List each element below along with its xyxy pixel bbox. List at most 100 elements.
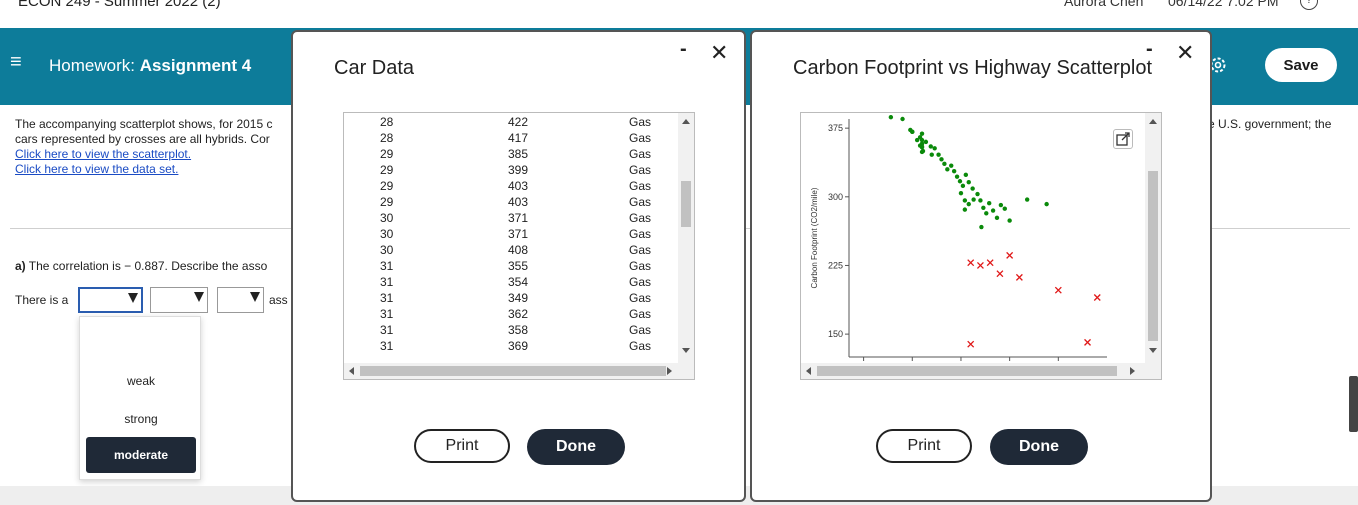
data-point [1007, 218, 1012, 223]
data-point [966, 201, 971, 207]
highway-cell: 31 [380, 307, 394, 321]
print-button[interactable]: Print [414, 429, 510, 463]
table-horizontal-scrollbar[interactable] [344, 363, 694, 379]
highway-cell: 29 [380, 195, 394, 209]
table-row: 29 385 Gas [344, 147, 674, 163]
scroll-down-icon[interactable] [1149, 348, 1157, 353]
data-point [963, 172, 969, 178]
footprint-cell: 403 [508, 179, 529, 193]
highway-cell: 31 [380, 339, 394, 353]
data-point-cross [986, 259, 994, 267]
fuel-cell: Gas [629, 259, 652, 273]
fuel-cell: Gas [629, 115, 652, 129]
strength-options-menu: weak strong moderate [79, 316, 201, 480]
close-button[interactable]: ✕ [710, 40, 729, 65]
data-point-cross [976, 262, 984, 269]
table-row: 31 362 Gas [344, 307, 674, 323]
x-tick-label: 45 [1053, 362, 1063, 363]
scroll-up-icon[interactable] [682, 119, 690, 124]
data-point [986, 201, 992, 206]
table-vertical-scrollbar[interactable] [678, 113, 694, 379]
fuel-cell: Gas [629, 179, 652, 193]
car-data-title: Car Data [334, 57, 415, 79]
highway-cell: 30 [380, 227, 394, 241]
scatterplot-pane[interactable]: 1502253003752530354045HighwayCarbon Foot… [800, 112, 1162, 380]
scroll-thumb[interactable] [1148, 171, 1158, 341]
user-name[interactable]: Aurora Chen [1064, 0, 1144, 9]
scroll-left-icon[interactable] [806, 367, 811, 375]
option-weak[interactable]: weak [126, 374, 155, 388]
data-point [951, 168, 957, 174]
done-button[interactable]: Done [990, 429, 1088, 465]
open-external-icon[interactable] [1113, 129, 1133, 149]
data-point [978, 198, 983, 203]
data-point [908, 127, 913, 133]
done-button[interactable]: Done [527, 429, 625, 465]
minimize-button[interactable]: - [680, 38, 687, 60]
view-scatterplot-link[interactable]: Click here to view the scatterplot. [15, 147, 192, 161]
dropdown-arrow-icon [250, 292, 260, 302]
footprint-cell: 371 [508, 211, 529, 225]
help-icon[interactable]: ? [1300, 0, 1318, 10]
part-a-text: The correlation is − 0.887. Describe the… [28, 259, 268, 273]
table-row: 30 371 Gas [344, 227, 674, 243]
scroll-down-icon[interactable] [682, 348, 690, 353]
menu-icon[interactable]: ≡ [10, 51, 22, 73]
print-button[interactable]: Print [876, 429, 972, 463]
data-point [939, 157, 944, 162]
direction-dropdown[interactable] [150, 287, 208, 313]
fuel-cell: Gas [629, 243, 652, 257]
question-text-right: e U.S. government; the [1208, 117, 1332, 131]
scroll-right-icon[interactable] [1130, 367, 1135, 375]
scroll-thumb[interactable] [681, 181, 691, 227]
close-button[interactable]: ✕ [1176, 40, 1195, 65]
scroll-up-icon[interactable] [1149, 119, 1157, 124]
highway-cell: 31 [380, 259, 394, 273]
question-line-1: The accompanying scatterplot shows, for … [15, 117, 273, 131]
data-point [990, 208, 996, 213]
fuel-cell: Gas [629, 131, 652, 145]
data-point [920, 148, 926, 154]
y-tick-label: 300 [828, 192, 843, 202]
scroll-thumb[interactable] [817, 366, 1117, 376]
gear-icon[interactable] [1208, 55, 1228, 75]
footprint-cell: 355 [508, 259, 529, 273]
data-point [962, 198, 968, 203]
footprint-cell: 417 [508, 131, 529, 145]
scroll-left-icon[interactable] [349, 367, 354, 375]
table-row: 29 403 Gas [344, 195, 674, 211]
minimize-button[interactable]: - [1146, 38, 1153, 60]
view-data-set-link[interactable]: Click here to view the data set. [15, 162, 179, 176]
scatterplot-chart: 1502253003752530354045HighwayCarbon Foot… [810, 114, 1107, 363]
data-point [962, 207, 968, 212]
highway-cell: 28 [380, 115, 394, 129]
strength-dropdown[interactable] [78, 287, 143, 313]
plot-vertical-scrollbar[interactable] [1145, 113, 1161, 379]
scroll-right-icon[interactable] [667, 367, 672, 375]
option-moderate[interactable]: moderate [86, 437, 196, 473]
question-text: The accompanying scatterplot shows, for … [15, 117, 272, 177]
footprint-cell: 399 [508, 163, 529, 177]
course-title: ECON 249 - Summer 2022 (2) [18, 0, 221, 10]
answer-prefix: There is a [15, 293, 69, 307]
highway-cell: 28 [380, 131, 394, 145]
fuel-cell: Gas [629, 323, 652, 337]
data-point [975, 191, 980, 197]
footprint-cell: 349 [508, 291, 529, 305]
data-point [958, 190, 964, 196]
data-point [994, 215, 1000, 221]
scroll-thumb[interactable] [360, 366, 666, 376]
fuel-cell: Gas [629, 147, 652, 161]
plot-horizontal-scrollbar[interactable] [801, 363, 1161, 379]
option-strong[interactable]: strong [124, 412, 158, 426]
data-point [936, 152, 941, 157]
car-data-table[interactable]: 28 422 Gas 28 417 Gas 29 385 Gas 29 399 Gas 29 403 Gas… [343, 112, 695, 380]
form-dropdown[interactable] [217, 287, 264, 313]
page-scroll-handle[interactable] [1349, 376, 1358, 432]
save-button[interactable]: Save [1265, 48, 1337, 82]
fuel-cell: Gas [629, 275, 652, 289]
highway-cell: 31 [380, 323, 394, 337]
table-row: 30 371 Gas [344, 211, 674, 227]
data-point [914, 137, 920, 143]
data-point [900, 116, 905, 122]
